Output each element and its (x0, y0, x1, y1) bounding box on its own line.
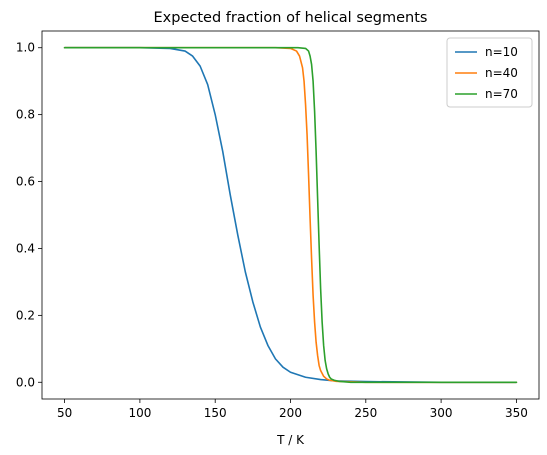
x-axis-label: T / K (276, 433, 305, 447)
x-tick-label: 200 (279, 406, 302, 420)
x-tick-label: 300 (430, 406, 453, 420)
y-tick-label: 0.6 (16, 175, 35, 189)
y-tick-label: 0.8 (16, 108, 35, 122)
series-lines (63, 46, 518, 384)
x-tick-label: 100 (128, 406, 151, 420)
x-tick-label: 50 (57, 406, 72, 420)
y-tick-label: 0.4 (16, 241, 35, 255)
x-tick-label: 250 (354, 406, 377, 420)
legend: n=10 n=40 n=70 (446, 37, 533, 108)
x-tick-label: 350 (505, 406, 528, 420)
x-tick-label: 150 (204, 406, 227, 420)
series-line-n-40 (63, 46, 518, 384)
legend-box (446, 37, 533, 108)
legend-label: n=70 (485, 87, 518, 101)
y-tick-label: 0.0 (16, 375, 35, 389)
x-axis: 50 100 150 200 250 300 350 (57, 399, 528, 420)
y-axis: 0.0 0.2 0.4 0.6 0.8 1.0 (16, 41, 42, 389)
legend-label: n=10 (485, 45, 518, 59)
series-line-n-10 (63, 46, 518, 384)
series-line-n-70 (63, 46, 518, 384)
y-tick-label: 0.2 (16, 308, 35, 322)
y-tick-label: 1.0 (16, 41, 35, 55)
legend-label: n=40 (485, 66, 518, 80)
chart-title: Expected fraction of helical segments (154, 10, 428, 26)
